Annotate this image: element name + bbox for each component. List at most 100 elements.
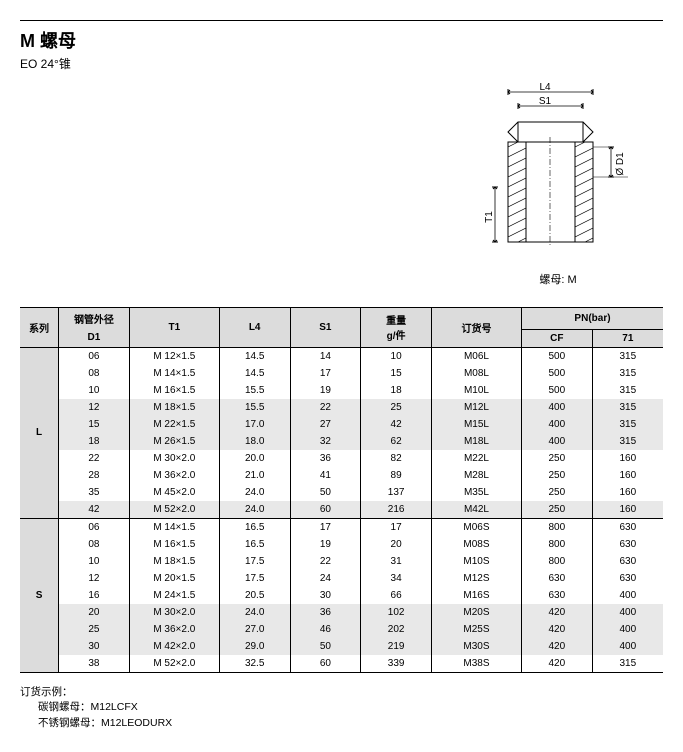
cell: 60 xyxy=(290,655,361,673)
cell: 46 xyxy=(290,621,361,638)
cell: 17 xyxy=(290,518,361,536)
cell: 630 xyxy=(592,536,663,553)
cell: 42 xyxy=(361,416,432,433)
cell: M 36×2.0 xyxy=(129,467,219,484)
cell: 89 xyxy=(361,467,432,484)
nut-diagram: L4 S1 xyxy=(483,82,633,262)
cell: 17 xyxy=(361,518,432,536)
cell: 27.0 xyxy=(219,621,290,638)
table-row: 10M 18×1.517.52231M10S800630 xyxy=(20,553,663,570)
table-row: 08M 16×1.516.51920M08S800630 xyxy=(20,536,663,553)
cell: M 14×1.5 xyxy=(129,365,219,382)
cell: 19 xyxy=(290,382,361,399)
footer-block: 订货示例： 碳钢螺母：M12LCFX 不锈钢螺母：M12LEODURX xyxy=(20,685,663,732)
cell: 15.5 xyxy=(219,399,290,416)
cell: 27 xyxy=(290,416,361,433)
cell: 22 xyxy=(290,399,361,416)
cell: 250 xyxy=(521,501,592,519)
cell: 16 xyxy=(59,587,130,604)
th-t1: T1 xyxy=(129,308,219,348)
dim-t1-label: T1 xyxy=(484,211,495,223)
th-weight: 重量 g/件 xyxy=(361,308,432,348)
cell: 400 xyxy=(521,416,592,433)
cell: 400 xyxy=(592,621,663,638)
header-rule xyxy=(20,20,663,21)
cell: 34 xyxy=(361,570,432,587)
cell: 22 xyxy=(290,553,361,570)
cell: 250 xyxy=(521,484,592,501)
cell: 315 xyxy=(592,433,663,450)
cell: M08L xyxy=(431,365,521,382)
cell: 17.0 xyxy=(219,416,290,433)
page-title: M 螺母 xyxy=(20,27,663,53)
table-row: 12M 20×1.517.52434M12S630630 xyxy=(20,570,663,587)
cell: 62 xyxy=(361,433,432,450)
cell: M10L xyxy=(431,382,521,399)
cell: 30 xyxy=(59,638,130,655)
cell: 500 xyxy=(521,365,592,382)
cell: M15L xyxy=(431,416,521,433)
cell: 17.5 xyxy=(219,553,290,570)
cell: 16.5 xyxy=(219,518,290,536)
table-row: 15M 22×1.517.02742M15L400315 xyxy=(20,416,663,433)
cell: M 12×1.5 xyxy=(129,347,219,365)
cell: 160 xyxy=(592,467,663,484)
cell: 29.0 xyxy=(219,638,290,655)
cell: 82 xyxy=(361,450,432,467)
table-row: 42M 52×2.024.060216M42L250160 xyxy=(20,501,663,519)
cell: 420 xyxy=(521,655,592,673)
th-s1: S1 xyxy=(290,308,361,348)
cell: 17.5 xyxy=(219,570,290,587)
cell: 315 xyxy=(592,416,663,433)
cell: 800 xyxy=(521,536,592,553)
cell: 630 xyxy=(592,553,663,570)
cell: 42 xyxy=(59,501,130,519)
cell: 800 xyxy=(521,553,592,570)
cell: 219 xyxy=(361,638,432,655)
cell: M18L xyxy=(431,433,521,450)
th-series: 系列 xyxy=(20,308,59,348)
cell: 315 xyxy=(592,365,663,382)
table-row: 16M 24×1.520.53066M16S630400 xyxy=(20,587,663,604)
th-cf: CF xyxy=(521,329,592,347)
cell: 28 xyxy=(59,467,130,484)
cell: 12 xyxy=(59,570,130,587)
cell: 36 xyxy=(290,450,361,467)
page-subtitle: EO 24°锥 xyxy=(20,55,663,72)
cell: M 42×2.0 xyxy=(129,638,219,655)
cell: 66 xyxy=(361,587,432,604)
cell: 24.0 xyxy=(219,501,290,519)
cell: M 45×2.0 xyxy=(129,484,219,501)
dim-s1-label: S1 xyxy=(539,96,552,107)
cell: 32 xyxy=(290,433,361,450)
table-row: 30M 42×2.029.050219M30S420400 xyxy=(20,638,663,655)
cell: 14.5 xyxy=(219,347,290,365)
cell: M 18×1.5 xyxy=(129,553,219,570)
cell: 25 xyxy=(59,621,130,638)
cell: 400 xyxy=(592,587,663,604)
cell: 160 xyxy=(592,484,663,501)
cell: 137 xyxy=(361,484,432,501)
cell: 420 xyxy=(521,638,592,655)
cell: M42L xyxy=(431,501,521,519)
cell: M10S xyxy=(431,553,521,570)
cell: 20.5 xyxy=(219,587,290,604)
th-71: 71 xyxy=(592,329,663,347)
cell: 250 xyxy=(521,450,592,467)
diagram-area: L4 S1 xyxy=(20,82,663,287)
cell: 315 xyxy=(592,399,663,416)
cell: M 20×1.5 xyxy=(129,570,219,587)
table-row: 35M 45×2.024.050137M35L250160 xyxy=(20,484,663,501)
cell: 315 xyxy=(592,655,663,673)
cell: 16.5 xyxy=(219,536,290,553)
cell: M16S xyxy=(431,587,521,604)
cell: 30 xyxy=(290,587,361,604)
cell: 15 xyxy=(59,416,130,433)
cell: 17 xyxy=(290,365,361,382)
series-cell: S xyxy=(20,518,59,672)
cell: 06 xyxy=(59,518,130,536)
cell: M30S xyxy=(431,638,521,655)
th-pn: PN(bar) xyxy=(521,308,663,330)
cell: 18.0 xyxy=(219,433,290,450)
th-d1: D1 xyxy=(59,329,130,347)
